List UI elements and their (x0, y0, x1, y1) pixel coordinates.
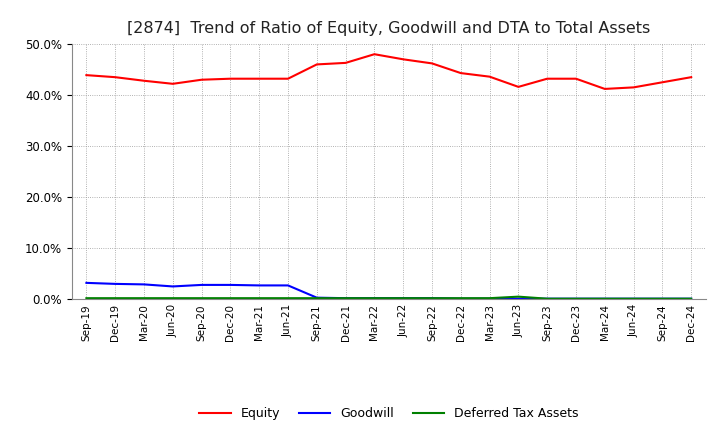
Deferred Tax Assets (658, 296, 667, 301)
Deferred Tax Assets (197, 296, 206, 301)
Equity (485, 74, 494, 79)
Goodwill (82, 280, 91, 286)
Goodwill (197, 282, 206, 288)
Equity (370, 51, 379, 57)
Goodwill (572, 296, 580, 301)
Deferred Tax Assets (485, 296, 494, 301)
Line: Goodwill: Goodwill (86, 283, 691, 299)
Title: [2874]  Trend of Ratio of Equity, Goodwill and DTA to Total Assets: [2874] Trend of Ratio of Equity, Goodwil… (127, 21, 650, 36)
Deferred Tax Assets (600, 296, 609, 301)
Deferred Tax Assets (255, 296, 264, 301)
Goodwill (399, 296, 408, 301)
Goodwill (428, 296, 436, 301)
Goodwill (543, 296, 552, 301)
Equity (514, 84, 523, 89)
Goodwill (255, 283, 264, 288)
Goodwill (658, 296, 667, 301)
Equity (456, 70, 465, 76)
Goodwill (312, 295, 321, 301)
Deferred Tax Assets (514, 294, 523, 299)
Deferred Tax Assets (312, 296, 321, 301)
Goodwill (514, 296, 523, 301)
Line: Equity: Equity (86, 54, 691, 89)
Legend: Equity, Goodwill, Deferred Tax Assets: Equity, Goodwill, Deferred Tax Assets (194, 403, 583, 425)
Deferred Tax Assets (341, 296, 350, 301)
Equity (197, 77, 206, 82)
Deferred Tax Assets (111, 296, 120, 301)
Equity (687, 74, 696, 80)
Equity (111, 74, 120, 80)
Deferred Tax Assets (226, 296, 235, 301)
Equity (428, 61, 436, 66)
Equity (312, 62, 321, 67)
Deferred Tax Assets (629, 296, 638, 301)
Equity (658, 80, 667, 85)
Equity (226, 76, 235, 81)
Equity (600, 86, 609, 92)
Equity (168, 81, 177, 86)
Deferred Tax Assets (370, 296, 379, 301)
Deferred Tax Assets (82, 296, 91, 301)
Equity (543, 76, 552, 81)
Deferred Tax Assets (428, 296, 436, 301)
Goodwill (629, 296, 638, 301)
Deferred Tax Assets (399, 296, 408, 301)
Deferred Tax Assets (687, 296, 696, 301)
Goodwill (456, 296, 465, 301)
Goodwill (485, 296, 494, 301)
Goodwill (111, 281, 120, 286)
Goodwill (226, 282, 235, 288)
Equity (399, 57, 408, 62)
Equity (284, 76, 292, 81)
Deferred Tax Assets (284, 296, 292, 301)
Goodwill (687, 296, 696, 301)
Equity (140, 78, 148, 84)
Equity (255, 76, 264, 81)
Goodwill (341, 296, 350, 301)
Goodwill (168, 284, 177, 289)
Goodwill (140, 282, 148, 287)
Deferred Tax Assets (543, 296, 552, 301)
Deferred Tax Assets (168, 296, 177, 301)
Goodwill (600, 296, 609, 301)
Goodwill (370, 296, 379, 301)
Line: Deferred Tax Assets: Deferred Tax Assets (86, 297, 691, 299)
Equity (82, 73, 91, 78)
Deferred Tax Assets (456, 296, 465, 301)
Equity (629, 85, 638, 90)
Equity (572, 76, 580, 81)
Equity (341, 60, 350, 66)
Deferred Tax Assets (140, 296, 148, 301)
Goodwill (284, 283, 292, 288)
Deferred Tax Assets (572, 296, 580, 301)
